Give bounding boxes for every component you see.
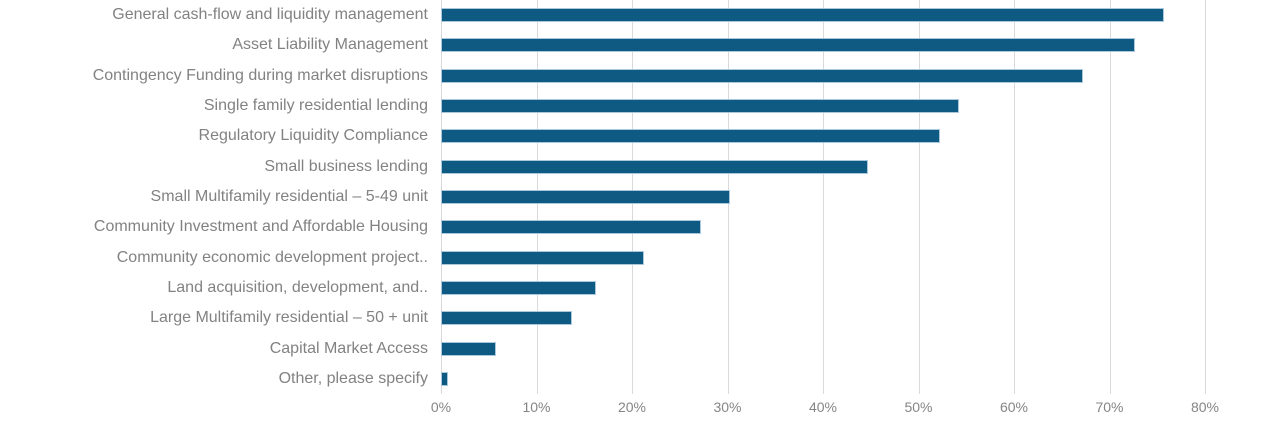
x-tick-label: 70% bbox=[1095, 399, 1124, 415]
bar bbox=[441, 250, 644, 265]
bar-row: Other, please specify bbox=[0, 364, 1275, 394]
bar-row: Asset Liability Management bbox=[0, 30, 1275, 60]
bar-track bbox=[441, 152, 1205, 182]
bar-track bbox=[441, 0, 1205, 30]
bar bbox=[441, 8, 1165, 23]
category-label: Capital Market Access bbox=[269, 339, 428, 357]
bar-row: Large Multifamily residential – 50 + uni… bbox=[0, 303, 1275, 333]
bar-track bbox=[441, 182, 1205, 212]
bar-track bbox=[441, 273, 1205, 303]
bar-track bbox=[441, 364, 1205, 394]
bar bbox=[441, 341, 496, 356]
bar-track bbox=[441, 121, 1205, 151]
x-tick-label: 60% bbox=[999, 399, 1029, 415]
bar-track bbox=[441, 303, 1205, 333]
bar bbox=[441, 220, 701, 235]
category-label: Land acquisition, development, and.. bbox=[167, 278, 428, 296]
bar bbox=[441, 371, 448, 386]
bar-row: Small business lending bbox=[0, 152, 1275, 182]
category-label: Community economic development project.. bbox=[116, 248, 428, 266]
gridline bbox=[918, 0, 920, 394]
bar bbox=[441, 280, 596, 295]
category-label: Community Investment and Affordable Hous… bbox=[93, 218, 428, 236]
bar-rows: General cash-flow and liquidity manageme… bbox=[0, 0, 1275, 394]
category-label: Single family residential lending bbox=[203, 97, 428, 115]
bar-row: Small Multifamily residential – 5-49 uni… bbox=[0, 182, 1275, 212]
category-label: Small Multifamily residential – 5-49 uni… bbox=[150, 188, 428, 206]
x-tick-label: 0% bbox=[430, 399, 452, 415]
bar-track bbox=[441, 243, 1205, 273]
bar-row: Land acquisition, development, and.. bbox=[0, 273, 1275, 303]
bar-row: Single family residential lending bbox=[0, 91, 1275, 121]
bar-track bbox=[441, 61, 1205, 91]
category-label: General cash-flow and liquidity manageme… bbox=[112, 6, 428, 24]
category-label: Contingency Funding during market disrup… bbox=[92, 66, 428, 84]
gridline bbox=[1205, 0, 1206, 394]
x-tick-label: 20% bbox=[617, 399, 647, 415]
bar-track bbox=[441, 212, 1205, 242]
gridline bbox=[1014, 0, 1015, 394]
x-tick-label: 30% bbox=[713, 399, 742, 415]
bar-track bbox=[441, 333, 1205, 363]
bar bbox=[441, 311, 572, 326]
x-tick-label: 40% bbox=[808, 399, 838, 415]
bar bbox=[441, 190, 730, 205]
bar-row: Regulatory Liquidity Compliance bbox=[0, 121, 1275, 151]
bar-row: Contingency Funding during market disrup… bbox=[0, 61, 1275, 91]
bar-row: Community Investment and Affordable Hous… bbox=[0, 212, 1275, 242]
bar-row: Community economic development project.. bbox=[0, 243, 1275, 273]
gridline bbox=[1109, 0, 1111, 394]
x-axis: 0% 10% 20% 30% 40% 50% 60% 70% 80% bbox=[431, 399, 1219, 423]
gridline bbox=[823, 0, 824, 394]
category-label: Asset Liability Management bbox=[232, 36, 428, 54]
bar bbox=[441, 99, 959, 114]
bar bbox=[441, 159, 868, 174]
x-tick-label: 80% bbox=[1190, 399, 1220, 415]
x-tick-label: 10% bbox=[522, 399, 551, 415]
category-label: Large Multifamily residential – 50 + uni… bbox=[150, 309, 428, 327]
bar-track bbox=[441, 30, 1205, 60]
bar-row: General cash-flow and liquidity manageme… bbox=[0, 0, 1275, 30]
bar bbox=[441, 38, 1136, 53]
category-label: Regulatory Liquidity Compliance bbox=[198, 127, 428, 145]
bar bbox=[441, 68, 1083, 83]
x-tick-label: 50% bbox=[904, 399, 933, 415]
category-label: Small business lending bbox=[264, 157, 428, 175]
bar bbox=[441, 129, 940, 144]
category-label: Other, please specify bbox=[278, 369, 428, 387]
bar-row: Capital Market Access bbox=[0, 333, 1275, 363]
bar-track bbox=[441, 91, 1205, 121]
